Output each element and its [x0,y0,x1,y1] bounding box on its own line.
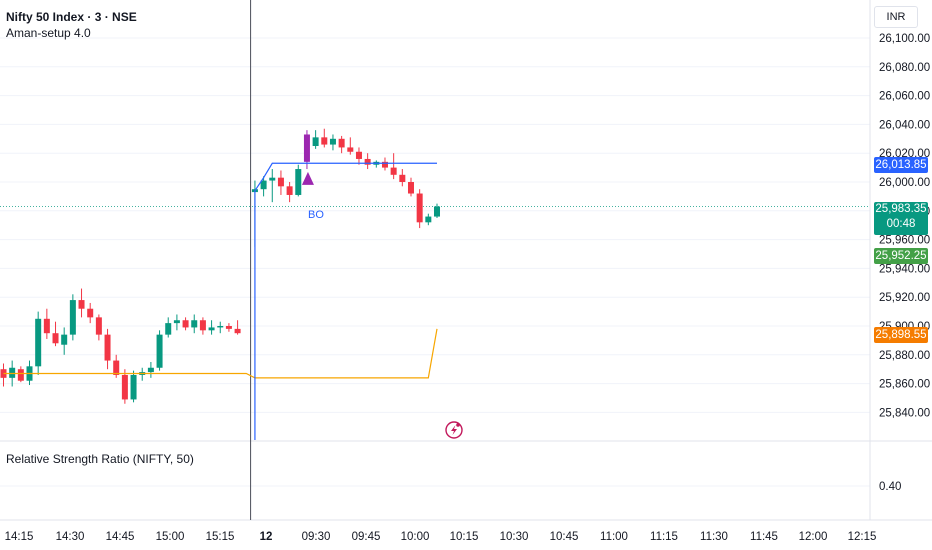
time-axis[interactable]: 14:15 14:30 14:45 15:00 15:15 12 09:30 09:45 10:… [5,531,877,543]
candle-body [208,327,215,331]
time-axis-label: 11:45 [750,531,778,543]
candle-body [390,167,397,175]
sub-pane-title[interactable]: Relative Strength Ratio (NIFTY, 50) [6,452,194,466]
time-axis-label: 15:00 [156,531,185,543]
candle-body [156,334,163,368]
price-axis-label: 25,920.00 [879,292,930,304]
time-axis-label: 10:15 [450,531,479,543]
candle-body [338,138,345,148]
candle-body [191,320,198,328]
candle-body [269,177,276,181]
blue-line-price-tag: 26,013.85 [874,157,928,173]
candle-body [182,320,189,328]
candle-body [199,320,206,331]
signal-triangle [301,171,314,185]
candle-body [87,308,94,318]
time-axis-label: 12:00 [799,531,828,543]
price-axis-label: 26,080.00 [879,62,930,74]
time-axis-label: 14:15 [5,531,34,543]
indicator-legend[interactable]: Aman-setup 4.0 [6,26,91,40]
candle-body [295,169,302,195]
candle-body [147,367,154,373]
lightning-icon[interactable] [445,421,463,439]
price-axis-label: 26,060.00 [879,91,930,103]
price-axis-label: 25,960.00 [879,235,930,247]
candle-body [52,333,59,344]
candle-body [321,137,328,145]
price-axis-label: 25,860.00 [879,379,930,391]
candle-body [113,360,120,375]
candle-body [347,147,354,152]
time-axis-label: 15:15 [206,531,235,543]
candle-body [277,177,284,187]
grid [0,0,932,521]
candle-body [381,161,388,168]
time-axis-label: 09:30 [302,531,331,543]
candle-body [173,320,180,324]
time-axis-label: 11:15 [650,531,678,543]
candle-body [434,206,440,217]
time-axis-label: 11:30 [700,531,728,543]
candle-body [130,374,137,400]
currency-button[interactable]: INR [874,6,918,28]
candle-body [9,367,16,378]
candle-body [364,158,371,165]
price-axis-label: 25,840.00 [879,407,930,419]
time-axis-label: 10:00 [401,531,430,543]
symbol-legend[interactable]: Nifty 50 Index · 3 · NSE [6,10,137,24]
time-axis-label: 12:15 [848,531,877,543]
candle-body [35,318,42,367]
price-axis-label: 25,880.00 [879,350,930,362]
candle-body [312,137,319,146]
candle-body [425,216,432,223]
candle-body [416,193,423,223]
candle-body [121,374,128,400]
price-axis-label: 26,000.00 [879,177,930,189]
time-axis-label: 14:45 [106,531,135,543]
orange-line [3,328,438,379]
time-axis-label: 09:45 [352,531,381,543]
candle-body [217,326,224,328]
last-price-tag: 25,983.35 00:48 [874,202,928,235]
signal-label: BO [308,209,324,221]
candle-body [61,334,68,345]
sub-pane-axis-label: 0.40 [879,481,901,493]
indicator-lines [3,162,438,440]
time-axis-label: 11:00 [600,531,628,543]
bar-countdown: 00:48 [886,218,916,230]
price-axis-label: 25,940.00 [879,263,930,275]
time-axis-label: 14:30 [56,531,85,543]
candle-body [78,300,85,309]
time-axis-label: 10:45 [550,531,579,543]
candle-body [95,317,102,335]
candle-body [399,174,406,182]
orange-line-price-tag: 25,898.55 [874,327,928,343]
candle-body [329,138,336,145]
price-axis-label: 26,040.00 [879,119,930,131]
time-axis-label: 10:30 [500,531,529,543]
candles [0,128,440,404]
signal-markers [301,171,314,185]
candle-body [69,300,76,335]
last-price-value: 25,983.35 [875,203,927,215]
blue-line [254,162,437,230]
candle-body [286,186,293,195]
candle-body [234,328,241,334]
green-line-price-tag: 25,952.25 [874,248,928,264]
candle-body [43,318,50,334]
candle-body [225,326,232,329]
candle-body [407,182,414,194]
candle-body [355,151,362,159]
candle-body [165,323,172,335]
candle-body [17,369,24,381]
candle-body [260,180,267,190]
time-axis-label: 12 [260,531,273,543]
candle-body [303,134,310,162]
price-axis-label: 26,100.00 [879,33,930,45]
candle-body [104,334,111,361]
